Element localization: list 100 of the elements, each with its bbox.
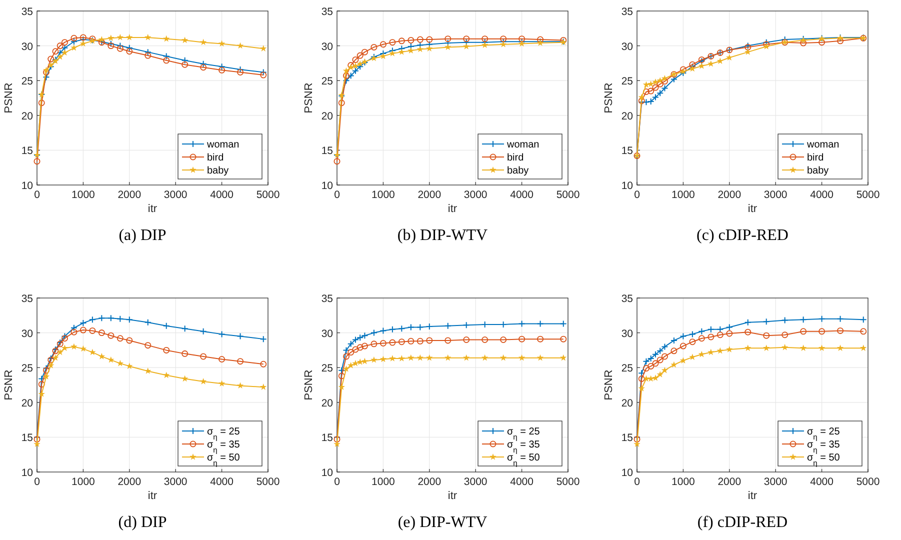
y-axis-title: PSNR	[603, 370, 615, 400]
x-tick-label: 0	[334, 476, 340, 488]
y-tick-label: 35	[21, 6, 34, 18]
legend-label: bird	[807, 152, 824, 164]
y-tick-label: 10	[21, 467, 34, 479]
x-tick-label: 4000	[210, 476, 234, 488]
y-axis-title: PSNR	[303, 370, 315, 400]
y-tick-label: 10	[621, 180, 634, 192]
legend-label: σ$_{η}$ = 25	[807, 426, 840, 441]
x-tick-label: 4000	[210, 189, 234, 201]
x-tick-label: 0	[634, 476, 640, 488]
x-axis-title: itr	[448, 203, 458, 215]
y-axis-title: PSNR	[3, 82, 15, 114]
legend-label: σ$_{η}$ = 35	[507, 440, 540, 454]
y-tick-label: 20	[621, 110, 634, 122]
x-axis-title: itr	[148, 490, 158, 502]
y-axis-title: PSNR	[3, 370, 15, 400]
y-tick-label: 25	[321, 76, 334, 88]
y-tick-label: 30	[21, 328, 34, 340]
legend-label: σ$_{η}$ = 35	[807, 440, 840, 454]
y-tick-label: 15	[21, 145, 34, 158]
x-tick-label: 0	[334, 189, 340, 201]
legend-label: baby	[207, 166, 229, 176]
legend-label: bird	[507, 152, 524, 164]
x-tick-label: 2000	[718, 476, 742, 488]
x-tick-label: 1000	[672, 189, 696, 201]
y-tick-label: 30	[21, 40, 34, 53]
y-tick-label: 25	[621, 362, 634, 375]
legend-label: woman	[506, 140, 540, 150]
x-tick-label: 4000	[810, 189, 834, 201]
x-tick-label: 3000	[764, 476, 788, 488]
y-tick-label: 15	[321, 432, 334, 444]
legend-label: woman	[206, 140, 240, 150]
x-tick-label: 0	[634, 189, 640, 201]
y-tick-label: 20	[321, 397, 334, 410]
y-axis-title: PSNR	[303, 82, 315, 114]
text: (c) cDIP-RED	[696, 227, 788, 244]
text: (f) cDIP-RED	[697, 514, 788, 531]
y-tick-label: 30	[621, 40, 634, 53]
x-tick-label: 2000	[718, 189, 742, 201]
y-tick-label: 20	[621, 397, 634, 410]
y-tick-label: 20	[21, 110, 34, 122]
x-tick-label: 0	[34, 189, 40, 201]
y-tick-label: 20	[21, 397, 34, 410]
x-tick-label: 3000	[164, 476, 188, 488]
y-tick-label: 35	[321, 293, 334, 305]
x-tick-label: 3000	[464, 476, 488, 488]
y-tick-label: 20	[321, 110, 334, 122]
y-tick-label: 15	[621, 145, 634, 158]
x-tick-label: 3000	[464, 189, 488, 201]
x-tick-label: 1000	[372, 189, 396, 201]
x-tick-label: 3000	[764, 189, 788, 201]
x-tick-label: 2000	[418, 476, 442, 488]
x-tick-label: 4000	[510, 476, 534, 488]
x-tick-label: 1000	[72, 189, 96, 201]
legend-label: σ$_{η}$ = 35	[207, 440, 240, 454]
y-tick-label: 10	[21, 180, 34, 192]
x-tick-label: 5000	[556, 476, 580, 488]
y-tick-label: 35	[321, 6, 334, 18]
y-tick-label: 15	[21, 432, 34, 444]
y-tick-label: 30	[321, 328, 334, 340]
x-tick-label: 5000	[856, 476, 880, 488]
y-tick-label: 25	[21, 362, 34, 375]
x-tick-label: 5000	[256, 189, 280, 201]
x-tick-label: 5000	[556, 189, 580, 201]
y-tick-label: 35	[21, 293, 34, 305]
legend-label: σ$_{η}$ = 50	[807, 452, 840, 467]
x-tick-label: 5000	[256, 476, 280, 488]
x-tick-label: 1000	[72, 476, 96, 488]
y-tick-label: 15	[321, 145, 334, 158]
y-tick-label: 10	[621, 467, 634, 479]
text: (d) DIP	[118, 514, 167, 531]
y-tick-label: 10	[321, 180, 334, 192]
legend-label: baby	[507, 166, 529, 176]
x-tick-label: 3000	[164, 189, 188, 201]
y-tick-label: 30	[321, 40, 334, 53]
text: (e) DIP-WTV	[398, 514, 488, 531]
legend-label: σ$_{η}$ = 25	[507, 426, 540, 441]
text: (b) DIP-WTV	[397, 227, 488, 244]
x-tick-label: 2000	[118, 476, 142, 488]
legend-label: σ$_{η}$ = 50	[507, 452, 540, 467]
x-axis-title: itr	[748, 203, 758, 215]
x-tick-label: 4000	[810, 476, 834, 488]
y-tick-label: 30	[621, 328, 634, 340]
legend-label: σ$_{η}$ = 25	[207, 426, 240, 441]
y-tick-label: 10	[321, 467, 334, 479]
x-tick-label: 4000	[510, 189, 534, 201]
x-axis-title: itr	[148, 203, 158, 215]
legend-label: baby	[807, 166, 829, 176]
y-tick-label: 25	[621, 76, 634, 88]
y-axis-title: PSNR	[603, 82, 615, 114]
y-tick-label: 25	[321, 362, 334, 375]
text: (a) DIP	[118, 227, 166, 244]
y-tick-label: 35	[621, 293, 634, 305]
y-tick-label: 35	[621, 6, 634, 18]
y-tick-label: 25	[21, 76, 34, 88]
x-tick-label: 1000	[672, 476, 696, 488]
legend-label: bird	[207, 152, 224, 164]
x-axis-title: itr	[448, 490, 458, 502]
legend-label: σ$_{η}$ = 50	[207, 452, 240, 467]
